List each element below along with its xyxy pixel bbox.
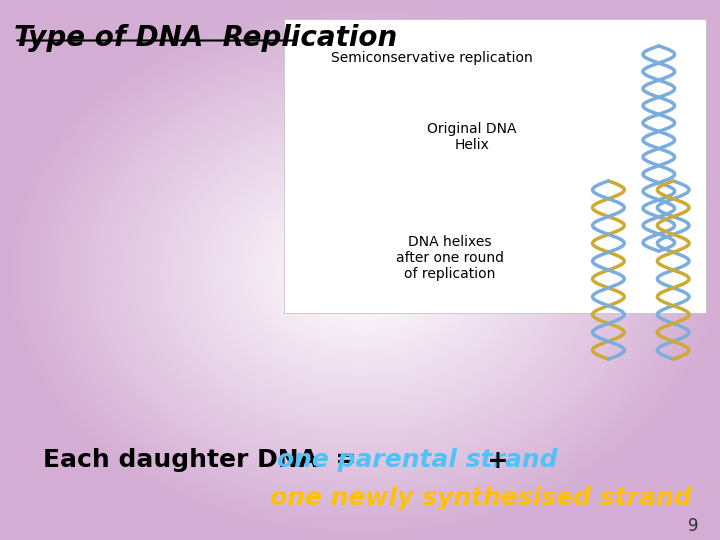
Text: 9: 9: [688, 517, 698, 535]
Text: Semiconservative replication: Semiconservative replication: [331, 51, 533, 65]
Text: DNA helixes
after one round
of replication: DNA helixes after one round of replicati…: [396, 235, 504, 281]
Text: Each daughter DNA  =: Each daughter DNA =: [43, 449, 374, 472]
Text: Original DNA
Helix: Original DNA Helix: [427, 122, 516, 152]
Text: one newly synthesised strand: one newly synthesised strand: [270, 487, 691, 510]
Text: Type of DNA  Replication: Type of DNA Replication: [14, 24, 397, 52]
Text: +: +: [470, 449, 508, 472]
FancyBboxPatch shape: [284, 19, 706, 313]
Text: one parental strand: one parental strand: [277, 449, 558, 472]
